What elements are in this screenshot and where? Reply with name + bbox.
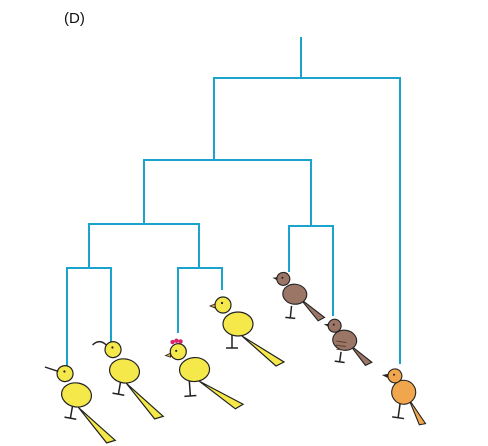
bird-legs xyxy=(184,379,197,398)
bird-legs xyxy=(334,351,345,364)
bird-beak xyxy=(164,352,172,358)
bird-eye xyxy=(63,370,66,373)
bird-eye xyxy=(220,301,224,305)
bird-eye xyxy=(332,323,335,326)
clade-a1a-split xyxy=(66,267,112,366)
yellow-bird-comb-icon xyxy=(164,338,244,414)
bird-eye xyxy=(175,349,178,352)
tree-branches xyxy=(66,37,401,366)
clade-a-split xyxy=(143,159,312,226)
bird-eye xyxy=(393,373,396,376)
bird-tail xyxy=(299,298,326,322)
yellow-bird-curved-beak-icon xyxy=(92,339,176,421)
clade-a1b-split xyxy=(177,267,223,333)
bird-beak xyxy=(208,303,216,309)
bird-stripes xyxy=(335,340,347,351)
bird-beak xyxy=(381,373,389,378)
bird-eye xyxy=(111,346,114,349)
bird-tail xyxy=(408,398,427,426)
brown-bird-icon xyxy=(272,271,326,322)
clade-a1-split xyxy=(88,223,200,268)
yellow-bird-long-beak-icon xyxy=(44,363,128,445)
bird-head xyxy=(276,271,291,286)
clade-a2-split xyxy=(288,225,334,316)
bird-beak xyxy=(323,323,329,327)
bird-legs xyxy=(392,403,405,420)
panel-label: (D) xyxy=(64,10,85,27)
bird-tail xyxy=(349,344,373,367)
brown-striped-bird-icon xyxy=(323,318,373,367)
bird-legs xyxy=(285,305,296,320)
bird-eye xyxy=(281,276,284,279)
bird-body xyxy=(282,283,308,305)
bird-beak xyxy=(92,340,108,346)
root-split xyxy=(213,77,401,364)
bird-body xyxy=(391,379,417,405)
bird-head xyxy=(387,368,403,384)
bird-legs xyxy=(226,334,238,349)
yellow-bird-short-beak-icon xyxy=(208,296,285,367)
comb-icon xyxy=(170,338,183,345)
orange-bird-icon xyxy=(381,368,427,426)
bird-beak xyxy=(272,277,278,281)
bird-beak xyxy=(44,366,59,373)
